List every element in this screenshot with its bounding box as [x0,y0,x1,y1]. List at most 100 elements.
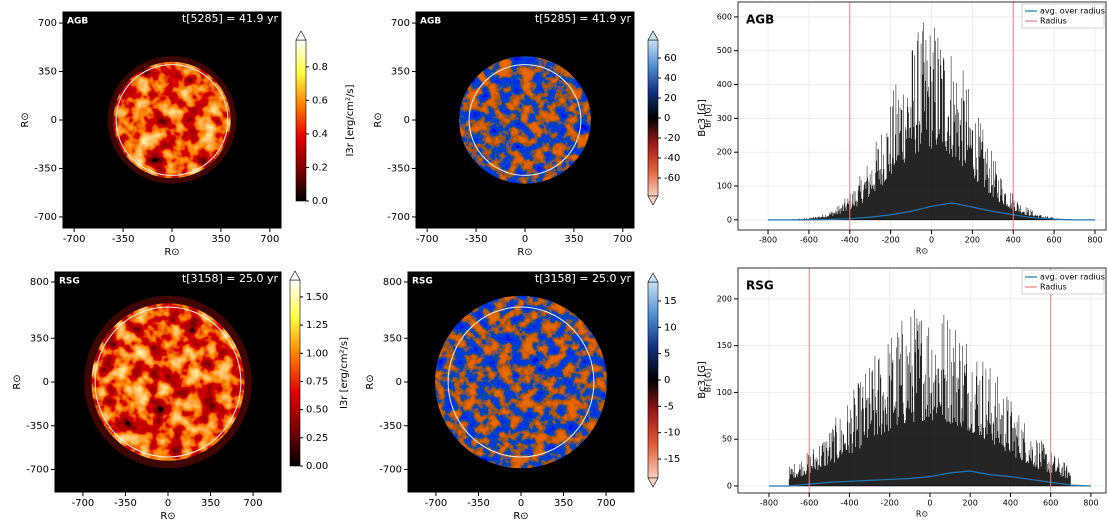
image-panel [407,271,635,493]
panel-label: RSG [412,277,433,287]
y-axis-label: Br [G] [704,104,713,128]
y-axis-label: R⊙ [12,374,23,389]
image-panel [415,11,635,229]
colorbar-tick-label: 0.00 [306,461,328,472]
colorbar-tick-label: 0.25 [306,433,328,444]
x-tick-label: 350 [554,498,573,509]
y-tick-label: 500 [717,46,732,55]
image-panel [62,11,282,229]
y-tick-label: 150 [717,341,732,350]
x-tick-label: 600 [1046,236,1061,245]
x-tick-label: 700 [244,498,263,509]
x-tick-label: 700 [597,498,616,509]
legend-label: avg. over radius [1040,273,1105,282]
colorbar [289,279,301,467]
time-label: t[5285] = 41.9 yr [182,12,279,25]
x-tick-label: -600 [800,499,818,508]
x-tick-label: -800 [760,499,778,508]
colorbar-tick-label: 0.50 [306,405,328,416]
y-tick-label: 300 [717,114,732,123]
radius-circle [94,306,242,458]
y-tick-label: -700 [26,465,49,476]
colorbar-tick-label: 40 [664,73,677,84]
y-tick-label: 200 [717,148,732,157]
x-tick-label: -700 [63,234,86,245]
colorbar-tick-label: 20 [664,93,677,104]
x-tick-label: -350 [112,234,135,245]
y-tick-label: -700 [387,212,410,223]
x-tick-label: 0 [518,498,524,509]
disk [434,295,608,469]
disk [91,303,245,461]
y-tick-label: -350 [34,163,57,174]
image-panel [54,271,282,493]
colorbar-tick-label: 0.75 [306,376,328,387]
colorbar-tick-label: -15 [664,454,680,465]
avg-line [768,202,1095,221]
time-label: t[3158] = 25.0 yr [182,272,279,285]
x-tick-label: -350 [465,234,488,245]
colorbar-label: Bc3 [G] [697,99,708,137]
axes-frame [737,1,1107,231]
panel-label: RSG [59,277,80,287]
y-tick-label: 0 [51,115,57,126]
y-axis-label: R⊙ [20,112,31,127]
colorbar-extend [647,477,659,488]
x-axis-label: R⊙ [916,510,928,519]
y-tick-label: 100 [717,182,732,191]
y-tick-label: 800 [383,277,402,288]
trace-bundle [788,309,1071,486]
y-tick-label: 200 [717,294,732,303]
y-tick-label: 600 [717,12,732,21]
x-tick-label: 400 [1006,236,1021,245]
disk [459,56,591,184]
colorbar [647,39,659,197]
colorbar-tick-label: 0.0 [312,196,328,207]
y-tick-label: 0 [404,115,410,126]
y-tick-label: 100 [717,388,732,397]
radius-circle [468,64,582,176]
legend-label: Radius [1040,283,1067,292]
colorbar-label: I3r [erg/cm²/s] [345,84,356,156]
colorbar-extend [647,30,659,41]
x-tick-label: 350 [564,234,583,245]
colorbar-tick-label: 10 [664,322,677,333]
time-label: t[3158] = 25.0 yr [535,272,632,285]
colorbar [647,281,659,479]
y-tick-label: 0 [43,377,49,388]
x-tick-label: -200 [882,236,900,245]
colorbar-tick-label: -10 [664,428,680,439]
y-tick-label: -350 [387,163,410,174]
x-tick-label: 0 [165,498,171,509]
y-tick-label: 400 [717,80,732,89]
x-axis-label: R⊙ [916,247,928,256]
colorbar-label: I3r [erg/cm²/s] [339,337,350,409]
y-tick-label: 0 [727,215,732,224]
x-tick-label: -600 [800,236,818,245]
y-tick-label: 0 [727,481,732,490]
radius-circle [115,64,229,176]
legend-label: Radius [1040,17,1067,26]
x-tick-label: -400 [841,236,859,245]
legend-box [1021,269,1105,295]
x-tick-label: -350 [467,498,490,509]
colorbar-tick-label: 0 [664,113,670,124]
colorbar [295,39,307,202]
x-tick-label: 400 [1003,499,1018,508]
y-tick-label: 800 [30,277,49,288]
colorbar-tick-label: 1.25 [306,320,328,331]
y-tick-label: -700 [34,212,57,223]
x-tick-label: -200 [881,499,899,508]
time-label: t[5285] = 41.9 yr [535,12,632,25]
y-tick-label: 350 [38,67,57,78]
colorbar-tick-label: -5 [664,401,674,412]
legend-label: avg. over radius [1040,7,1105,16]
colorbar-tick-label: 1.00 [306,348,328,359]
colorbar-label: Bc3 [G] [697,361,708,399]
x-axis-label: R⊙ [513,511,528,522]
colorbar-tick-label: -20 [664,133,680,144]
legend-box [1021,3,1105,29]
panel-label: RSG [746,279,774,293]
x-axis-label: R⊙ [160,511,175,522]
colorbar-extend [647,272,659,283]
